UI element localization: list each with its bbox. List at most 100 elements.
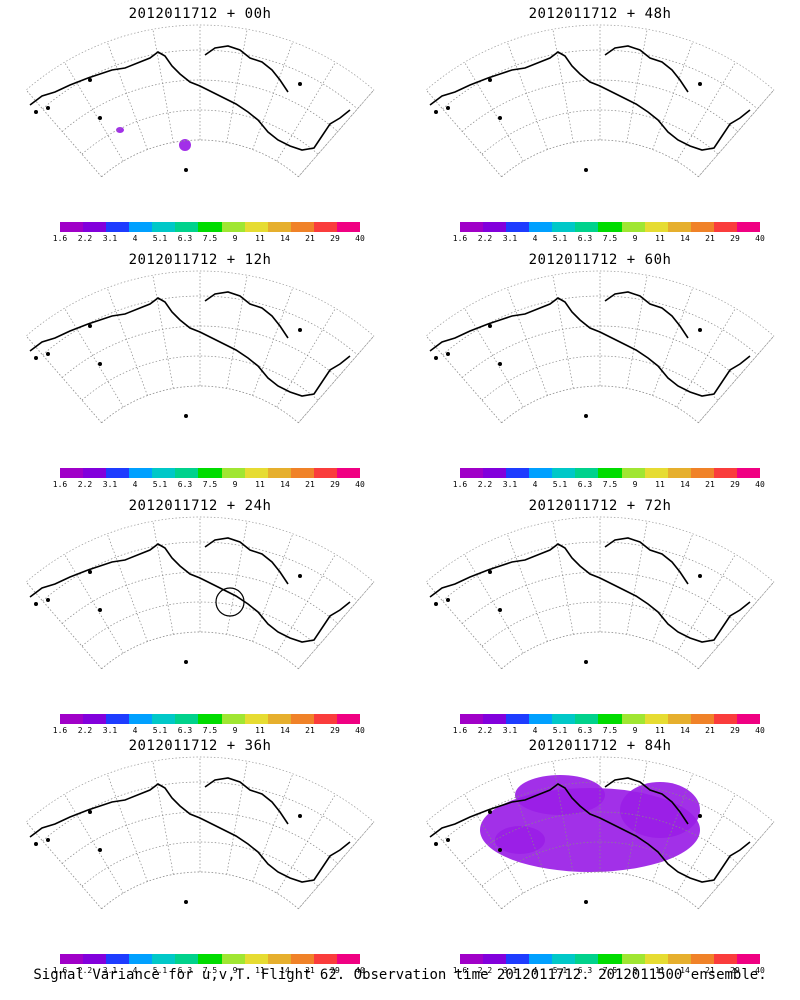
meridian-line [64,308,124,408]
colorbar-label: 11 [655,480,665,489]
coastline [604,537,689,585]
meridian-line [698,821,775,910]
forecast-panel: 2012011712 + 12h 1.6 2.2 3.1 4 5.1 6.3 7.5 9 11 14… [0,246,400,492]
colorbar-label: 40 [355,966,365,975]
forecast-panel: 2012011712 + 72h 1.6 2.2 3.1 4 5.1 6.3 7.5 9 11 14… [400,492,800,738]
colorbar-label: 7.5 [202,234,218,243]
colorbar-label: 7.5 [602,480,618,489]
colorbar-swatch [290,954,314,964]
island [34,110,38,114]
colorbar-swatch [244,714,268,724]
colorbar-label: 6.3 [577,966,593,975]
colorbar-label: 29 [730,966,740,975]
island [298,574,302,578]
colorbar-label: 4 [132,966,138,975]
island [446,106,450,110]
latitude-circle [442,49,758,110]
meridian-line [106,287,148,396]
colorbar-label: 4 [132,726,138,735]
colorbar-swatch [506,714,530,724]
coastline [204,537,289,585]
colorbar-swatch [106,222,130,232]
colorbar-swatch [129,954,153,964]
colorbar-label: 5.1 [552,234,568,243]
colorbar-label: 7.5 [202,966,218,975]
meridian-line [226,29,248,143]
colorbar-label: 21 [305,966,315,975]
colorbar [60,954,361,964]
colorbar-label: 29 [730,234,740,243]
colorbar-label: 4 [132,234,138,243]
coastline [29,297,351,397]
polar-map [25,270,375,424]
colorbar-swatch [267,222,291,232]
colorbar-label: 4 [532,234,538,243]
colorbar-swatch [106,714,130,724]
polar-map [25,756,375,910]
colorbar-label: 14 [280,966,290,975]
meridian-line [506,287,548,396]
colorbar-swatch [575,222,599,232]
colorbar-swatch [506,954,530,964]
colorbar-swatch [313,954,337,964]
meridian-line [25,89,102,178]
colorbar-label: 4 [532,726,538,735]
colorbar-swatch [736,222,761,232]
colorbar-swatch [221,468,245,478]
colorbar-label: 6.3 [577,234,593,243]
meridian-line [152,29,174,143]
colorbar-swatch [667,468,691,478]
colorbar-swatch [621,468,645,478]
colorbar-swatch [83,954,107,964]
colorbar-swatch [244,222,268,232]
colorbar-swatch [575,468,599,478]
island [446,352,450,356]
colorbar-label: 40 [755,234,765,243]
variance-region [515,775,605,815]
meridian-line [552,521,574,635]
meridian-line [464,794,524,894]
colorbar-swatch [552,468,576,478]
meridian-line [425,581,502,670]
colorbar-label: 9 [632,966,638,975]
colorbar-swatch [336,468,361,478]
meridian-line [252,533,294,642]
colorbar-swatch [690,714,714,724]
colorbar-label: 1.6 [52,726,68,735]
latitude-circle [461,811,739,864]
colorbar-swatch [198,714,222,724]
colorbar-labels: 1.6 2.2 3.1 4 5.1 6.3 7.5 9 11 14 21 29 40 [53,480,365,490]
colorbar-swatch [529,954,553,964]
colorbar-swatch [483,222,507,232]
colorbar-swatch [60,222,84,232]
colorbar-swatch [621,954,645,964]
forecast-panel: 2012011712 + 60h 1.6 2.2 3.1 4 5.1 6.3 7.5 9 11 14… [400,246,800,492]
panel-title: 2012011712 + 00h [128,6,272,22]
colorbar-label: 5.1 [152,966,168,975]
island [488,570,492,574]
variance-region [179,139,191,151]
colorbar-swatch [506,222,530,232]
colorbar-label: 3.1 [102,234,118,243]
island [434,110,438,114]
meridian-line [276,794,336,894]
island [498,116,502,120]
colorbar-label: 2.2 [77,480,93,489]
island [46,352,50,356]
meridian-line [698,335,775,424]
colorbar-label: 40 [755,966,765,975]
latitude-circle [42,541,358,602]
colorbar-label: 5.1 [552,480,568,489]
colorbar-swatch [552,222,576,232]
colorbar-label: 14 [680,234,690,243]
colorbar-swatch [736,468,761,478]
colorbar-label: 6.3 [177,966,193,975]
colorbar-label: 5.1 [152,234,168,243]
colorbar-swatch [598,468,622,478]
colorbar-swatch [336,714,361,724]
colorbar-swatch [313,222,337,232]
island [498,608,502,612]
latitude-circle [481,355,719,401]
colorbar-label: 6.3 [577,480,593,489]
latitude-circle [81,355,319,401]
